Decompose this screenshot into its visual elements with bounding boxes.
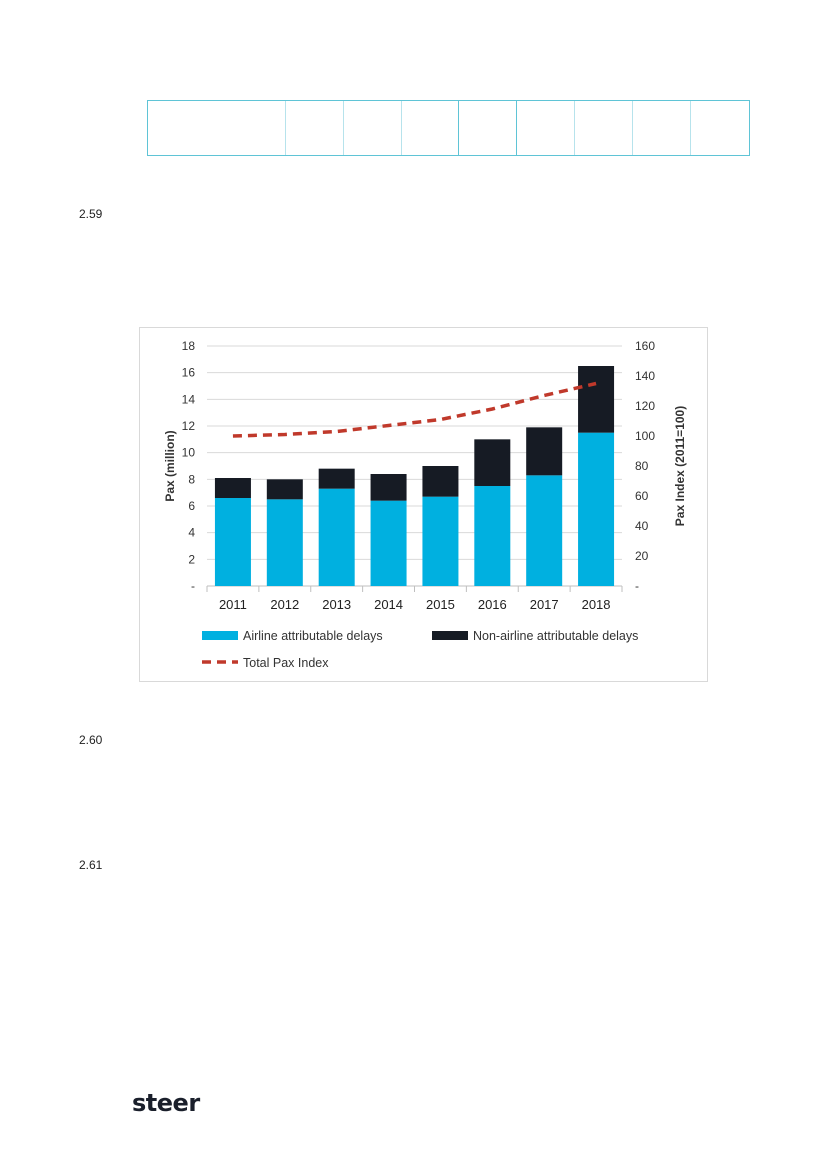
bar-non-airline-2012 (266, 479, 303, 500)
y-tick-label: - (191, 579, 195, 593)
x-tick-label: 2014 (374, 597, 403, 612)
x-tick-label: 2013 (322, 597, 351, 612)
y-tick-label: 4 (188, 526, 195, 540)
bar-airline-2011 (214, 498, 251, 586)
paragraph-number-260: 2.60 (79, 733, 103, 747)
x-tick-label: 2015 (426, 597, 455, 612)
legend-swatch-non-airline (432, 631, 468, 640)
bar-non-airline-2018 (578, 366, 615, 433)
legend-label-pax-index: Total Pax Index (243, 656, 329, 670)
bar-airline-2015 (422, 496, 459, 586)
y2-tick-label: 120 (635, 399, 655, 413)
table-cell (517, 101, 576, 155)
legend-swatch-airline (202, 631, 238, 640)
empty-table (147, 100, 750, 156)
bar-airline-2014 (370, 500, 407, 586)
paragraph-number-261: 2.61 (79, 858, 103, 872)
y2-tick-label: 100 (635, 429, 655, 443)
table-cell (286, 101, 344, 155)
steer-logo: steer (132, 1089, 200, 1117)
x-tick-label: 2011 (219, 597, 247, 612)
table-cell (344, 101, 402, 155)
y-tick-label: 12 (182, 419, 196, 433)
paragraph-number-259: 2.59 (79, 207, 103, 221)
y2-tick-label: 60 (635, 489, 649, 503)
bar-airline-2013 (318, 488, 355, 586)
y2-tick-label: 40 (635, 519, 649, 533)
y2-axis-title: Pax Index (2011=100) (673, 406, 687, 526)
x-tick-label: 2016 (478, 597, 507, 612)
table-cell (691, 101, 749, 155)
y-tick-label: 18 (182, 339, 196, 353)
bar-non-airline-2015 (422, 466, 459, 497)
y-tick-label: 16 (182, 366, 196, 380)
y2-tick-label: 20 (635, 549, 649, 563)
bar-airline-2017 (526, 475, 563, 586)
y-tick-label: 2 (188, 552, 195, 566)
bar-airline-2012 (266, 499, 303, 586)
bar-non-airline-2017 (526, 427, 563, 476)
y-tick-label: 8 (188, 472, 195, 486)
legend-label-airline: Airline attributable delays (243, 629, 383, 643)
chart-canvas: - 2 4 6 8 10 12 14 16 18 - 20 40 60 80 100 120 140 160 2011… (163, 339, 687, 670)
table-cell (459, 101, 518, 155)
y-tick-label: 6 (188, 499, 195, 513)
bar-non-airline-2013 (318, 468, 355, 489)
x-tick-label: 2018 (582, 597, 611, 612)
bar-airline-2018 (578, 432, 615, 586)
bar-non-airline-2011 (214, 478, 251, 498)
y2-tick-label: 140 (635, 369, 655, 383)
legend-label-non-airline: Non-airline attributable delays (473, 629, 638, 643)
y2-tick-label: - (635, 579, 639, 593)
table-cell (575, 101, 634, 155)
table-cell (402, 101, 460, 155)
table-cell (148, 101, 286, 155)
pax-index-line (232, 381, 597, 438)
y2-tick-label: 80 (635, 459, 649, 473)
table-cell (633, 101, 692, 155)
x-tick-label: 2012 (270, 597, 299, 612)
x-tick-label: 2017 (530, 597, 559, 612)
y-axis-title: Pax (million) (163, 430, 177, 501)
bar-non-airline-2014 (370, 474, 407, 501)
bar-airline-2016 (474, 486, 511, 586)
y-tick-label: 14 (182, 392, 196, 406)
y2-tick-label: 160 (635, 339, 655, 353)
bar-non-airline-2016 (474, 439, 511, 486)
pax-delay-chart: - 2 4 6 8 10 12 14 16 18 - 20 40 60 80 100 120 140 160 2011… (139, 327, 708, 682)
y-tick-label: 10 (182, 446, 196, 460)
